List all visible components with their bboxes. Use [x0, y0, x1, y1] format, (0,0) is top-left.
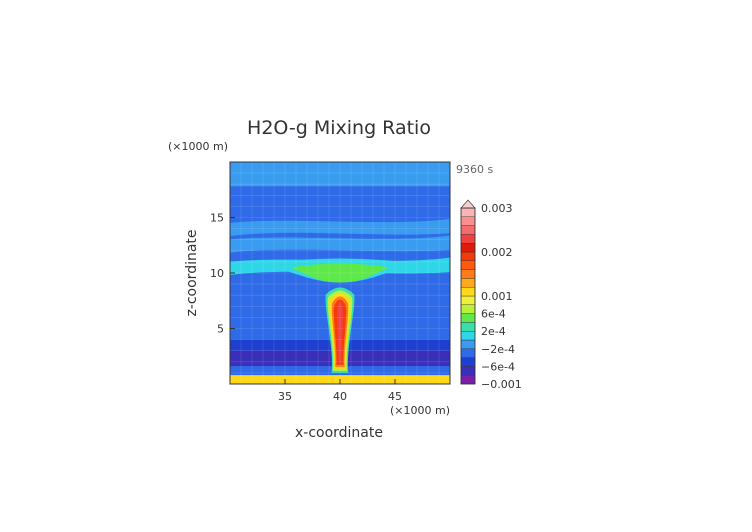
x-tick-label: 40: [333, 390, 347, 403]
x-unit-label: (×1000 m): [390, 404, 450, 417]
colorbar-swatch: [460, 278, 476, 288]
x-tick-label: 35: [278, 390, 292, 403]
colorbar-swatch: [460, 366, 476, 376]
y-tick-label: 15: [210, 212, 224, 225]
colorbar-swatch: [460, 331, 476, 341]
contour-band: [230, 235, 450, 253]
colorbar-swatch: [460, 242, 476, 253]
colorbar-swatch: [460, 348, 476, 358]
colorbar-swatch: [460, 234, 476, 244]
y-axis: 5 10 15: [210, 212, 235, 336]
colorbar-swatch: [460, 216, 476, 226]
colorbar-swatch: [460, 260, 476, 270]
colorbar-swatch: [460, 287, 476, 297]
colorbar-swatch: [460, 295, 476, 306]
colorbar-swatch: [460, 339, 476, 350]
x-axis: 35 40 45: [278, 379, 402, 403]
colorbar-frame: [460, 207, 476, 385]
contour-band: [230, 197, 450, 216]
colorbar-swatch: [460, 207, 476, 218]
colorbar-tick-label: −6e-4: [481, 360, 515, 373]
colorbar: 0.003 0.002 0.001 6e-4 2e-4 −2e-4 −6e-4 −0.001: [460, 199, 522, 391]
y-axis-label: z-coordinate: [184, 229, 200, 316]
chart-title: H2O-g Mixing Ratio: [247, 117, 431, 139]
colorbar-swatch: [460, 313, 476, 323]
colorbar-tick-label: 6e-4: [481, 308, 506, 321]
colorbar-tick-label: 0.002: [481, 246, 513, 259]
colorbar-tick-label: 0.003: [481, 202, 513, 215]
colorbar-tick-label: −0.001: [481, 378, 522, 391]
colorbar-swatch: [460, 357, 476, 367]
colorbar-tick-label: −2e-4: [481, 343, 515, 356]
plot-area: [230, 162, 450, 384]
colorbar-swatch: [460, 251, 476, 262]
contour-band: [230, 218, 450, 237]
colorbar-swatch: [460, 375, 476, 385]
colorbar-swatch: [460, 269, 476, 279]
x-tick-label: 45: [388, 390, 402, 403]
colorbar-tick-label: 0.001: [481, 290, 513, 303]
colorbar-swatch: [460, 304, 476, 314]
contour-band: [230, 186, 450, 198]
y-unit-label: (×1000 m): [168, 140, 228, 153]
x-axis-label: x-coordinate: [295, 425, 383, 441]
y-tick-label: 10: [210, 267, 224, 280]
y-tick-label: 5: [217, 323, 224, 336]
contour-band: [230, 162, 450, 187]
time-label: 9360 s: [456, 163, 493, 176]
plume-contour: [336, 302, 344, 363]
colorbar-tick-label: 2e-4: [481, 325, 506, 338]
colorbar-extend-arrow: [460, 199, 476, 209]
anvil-core: [290, 263, 390, 283]
colorbar-swatch: [460, 225, 476, 235]
colorbar-swatch: [460, 322, 476, 332]
